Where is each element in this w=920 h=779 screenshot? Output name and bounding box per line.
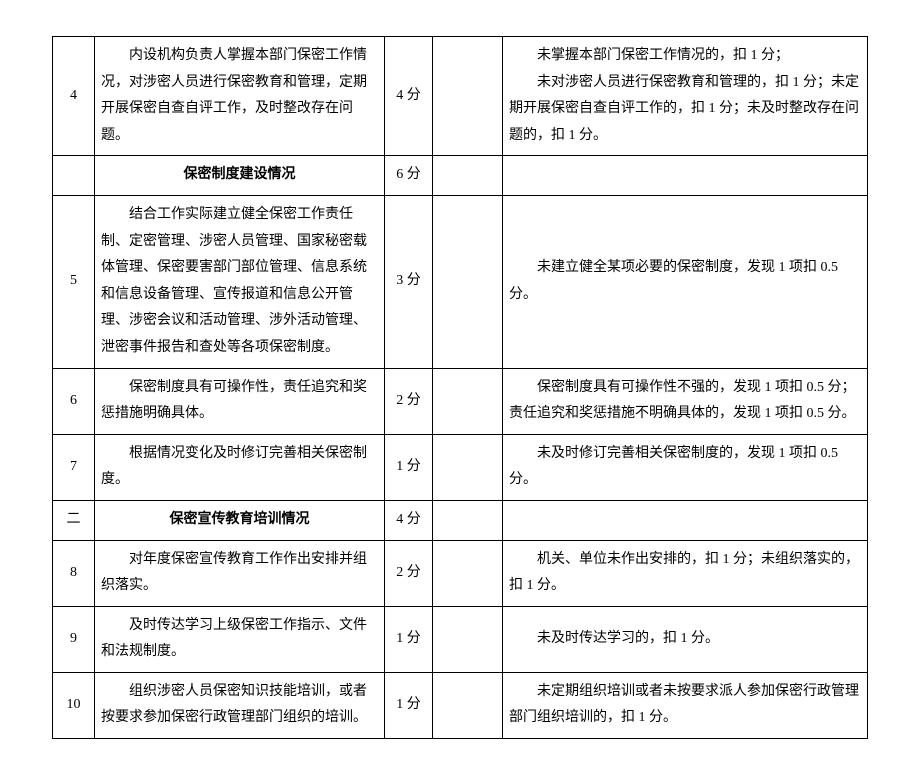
cell-num: 10: [53, 672, 95, 738]
cell-score: 4 分: [385, 37, 433, 156]
cell-num: 8: [53, 540, 95, 606]
table-row: 7根据情况变化及时修订完善相关保密制度。1 分 未及时修订完善相关保密制度的，发现…: [53, 434, 868, 500]
desc-text: 结合工作实际建立健全保密工作责任制、定密管理、涉密人员管理、国家秘密载体管理、保…: [101, 202, 378, 362]
cell-note: 未及时传达学习的，扣 1 分。: [503, 606, 868, 672]
table-row: 保密制度建设情况6 分: [53, 156, 868, 196]
note-text: 未掌握本部门保密工作情况的，扣 1 分；: [509, 43, 861, 70]
cell-blank: [433, 500, 503, 540]
cell-note: 未掌握本部门保密工作情况的，扣 1 分；未对涉密人员进行保密教育和管理的，扣 1…: [503, 37, 868, 156]
cell-note: 未建立健全某项必要的保密制度，发现 1 项扣 0.5 分。: [503, 195, 868, 368]
desc-text: 组织涉密人员保密知识技能培训，或者按要求参加保密行政管理部门组织的培训。: [101, 679, 378, 732]
table-row: 二保密宣传教育培训情况4 分: [53, 500, 868, 540]
note-text: 未建立健全某项必要的保密制度，发现 1 项扣 0.5 分。: [509, 255, 861, 308]
cell-blank: [433, 195, 503, 368]
cell-desc: 根据情况变化及时修订完善相关保密制度。: [95, 434, 385, 500]
cell-num: 7: [53, 434, 95, 500]
table-row: 10组织涉密人员保密知识技能培训，或者按要求参加保密行政管理部门组织的培训。1 …: [53, 672, 868, 738]
cell-desc: 对年度保密宣传教育工作作出安排并组织落实。: [95, 540, 385, 606]
assessment-table: 4内设机构负责人掌握本部门保密工作情况，对涉密人员进行保密教育和管理，定期开展保…: [52, 36, 868, 739]
cell-desc: 组织涉密人员保密知识技能培训，或者按要求参加保密行政管理部门组织的培训。: [95, 672, 385, 738]
cell-blank: [433, 368, 503, 434]
table-row: 6保密制度具有可操作性，责任追究和奖惩措施明确具体。2 分 保密制度具有可操作性不…: [53, 368, 868, 434]
note-text: 未定期组织培训或者未按要求派人参加保密行政管理部门组织培训的，扣 1 分。: [509, 679, 861, 732]
cell-desc: 内设机构负责人掌握本部门保密工作情况，对涉密人员进行保密教育和管理，定期开展保密…: [95, 37, 385, 156]
cell-blank: [433, 540, 503, 606]
note-text: 未及时传达学习的，扣 1 分。: [509, 626, 861, 653]
cell-score: 1 分: [385, 606, 433, 672]
cell-num: 4: [53, 37, 95, 156]
desc-text: 根据情况变化及时修订完善相关保密制度。: [101, 441, 378, 494]
note-text: 未及时修订完善相关保密制度的，发现 1 项扣 0.5 分。: [509, 441, 861, 494]
page-container: 4内设机构负责人掌握本部门保密工作情况，对涉密人员进行保密教育和管理，定期开展保…: [0, 0, 920, 779]
cell-desc: 结合工作实际建立健全保密工作责任制、定密管理、涉密人员管理、国家秘密载体管理、保…: [95, 195, 385, 368]
desc-text: 内设机构负责人掌握本部门保密工作情况，对涉密人员进行保密教育和管理，定期开展保密…: [101, 43, 378, 149]
cell-score: 2 分: [385, 540, 433, 606]
cell-score: 3 分: [385, 195, 433, 368]
table-row: 4内设机构负责人掌握本部门保密工作情况，对涉密人员进行保密教育和管理，定期开展保…: [53, 37, 868, 156]
table-row: 9及时传达学习上级保密工作指示、文件和法规制度。1 分 未及时传达学习的，扣 1 …: [53, 606, 868, 672]
cell-num: 二: [53, 500, 95, 540]
table-row: 8对年度保密宣传教育工作作出安排并组织落实。2 分 机关、单位未作出安排的，扣 1…: [53, 540, 868, 606]
cell-score: 2 分: [385, 368, 433, 434]
table-body: 4内设机构负责人掌握本部门保密工作情况，对涉密人员进行保密教育和管理，定期开展保…: [53, 37, 868, 739]
cell-num: 5: [53, 195, 95, 368]
note-text: 未对涉密人员进行保密教育和管理的，扣 1 分；未定期开展保密自查自评工作的，扣 …: [509, 70, 861, 150]
cell-note: 未定期组织培训或者未按要求派人参加保密行政管理部门组织培训的，扣 1 分。: [503, 672, 868, 738]
cell-desc: 保密制度建设情况: [95, 156, 385, 196]
cell-note: [503, 500, 868, 540]
desc-text: 及时传达学习上级保密工作指示、文件和法规制度。: [101, 613, 378, 666]
cell-score: 1 分: [385, 434, 433, 500]
cell-num: 6: [53, 368, 95, 434]
cell-note: 未及时修订完善相关保密制度的，发现 1 项扣 0.5 分。: [503, 434, 868, 500]
cell-blank: [433, 606, 503, 672]
note-text: 机关、单位未作出安排的，扣 1 分；未组织落实的，扣 1 分。: [509, 547, 861, 600]
cell-note: 保密制度具有可操作性不强的，发现 1 项扣 0.5 分；责任追究和奖惩措施不明确…: [503, 368, 868, 434]
table-row: 5结合工作实际建立健全保密工作责任制、定密管理、涉密人员管理、国家秘密载体管理、…: [53, 195, 868, 368]
desc-text: 对年度保密宣传教育工作作出安排并组织落实。: [101, 547, 378, 600]
cell-note: [503, 156, 868, 196]
cell-note: 机关、单位未作出安排的，扣 1 分；未组织落实的，扣 1 分。: [503, 540, 868, 606]
cell-desc: 保密宣传教育培训情况: [95, 500, 385, 540]
cell-num: [53, 156, 95, 196]
cell-score: 4 分: [385, 500, 433, 540]
cell-num: 9: [53, 606, 95, 672]
cell-score: 6 分: [385, 156, 433, 196]
cell-blank: [433, 37, 503, 156]
cell-desc: 保密制度具有可操作性，责任追究和奖惩措施明确具体。: [95, 368, 385, 434]
cell-score: 1 分: [385, 672, 433, 738]
cell-desc: 及时传达学习上级保密工作指示、文件和法规制度。: [95, 606, 385, 672]
cell-blank: [433, 434, 503, 500]
cell-blank: [433, 156, 503, 196]
desc-text: 保密制度具有可操作性，责任追究和奖惩措施明确具体。: [101, 375, 378, 428]
cell-blank: [433, 672, 503, 738]
note-text: 保密制度具有可操作性不强的，发现 1 项扣 0.5 分；责任追究和奖惩措施不明确…: [509, 375, 861, 428]
